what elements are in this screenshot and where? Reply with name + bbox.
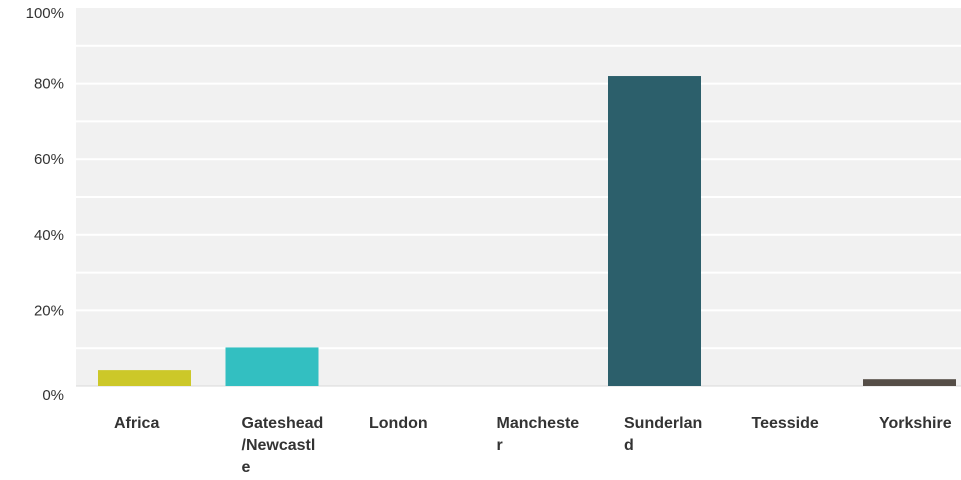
gridlines xyxy=(76,44,961,387)
x-category-label: Sunderlan d xyxy=(624,415,702,454)
y-axis-tick-labels: 0% 20% 40% 60% 80% 100% xyxy=(26,5,64,404)
bar xyxy=(225,347,319,386)
bars xyxy=(98,76,956,386)
x-category-label: Africa xyxy=(114,415,159,432)
bar xyxy=(608,76,701,386)
x-category-label: Teesside xyxy=(752,415,819,432)
x-axis-category-labels: Africa Gateshead/Newcastl e London Mancheste… xyxy=(114,415,952,476)
y-tick-label: 100% xyxy=(26,5,64,22)
x-category-label: Yorkshire xyxy=(879,415,952,432)
x-category-label: Gateshead/Newcastl e xyxy=(242,415,324,476)
x-category-label: London xyxy=(369,415,428,432)
y-tick-label: 20% xyxy=(34,302,64,319)
y-tick-label: 0% xyxy=(42,387,64,404)
y-tick-label: 80% xyxy=(34,76,64,93)
bar xyxy=(863,379,956,386)
x-category-label: Mancheste r xyxy=(497,415,580,454)
y-tick-label: 60% xyxy=(34,151,64,168)
bar xyxy=(98,370,191,386)
y-tick-label: 40% xyxy=(34,227,64,244)
